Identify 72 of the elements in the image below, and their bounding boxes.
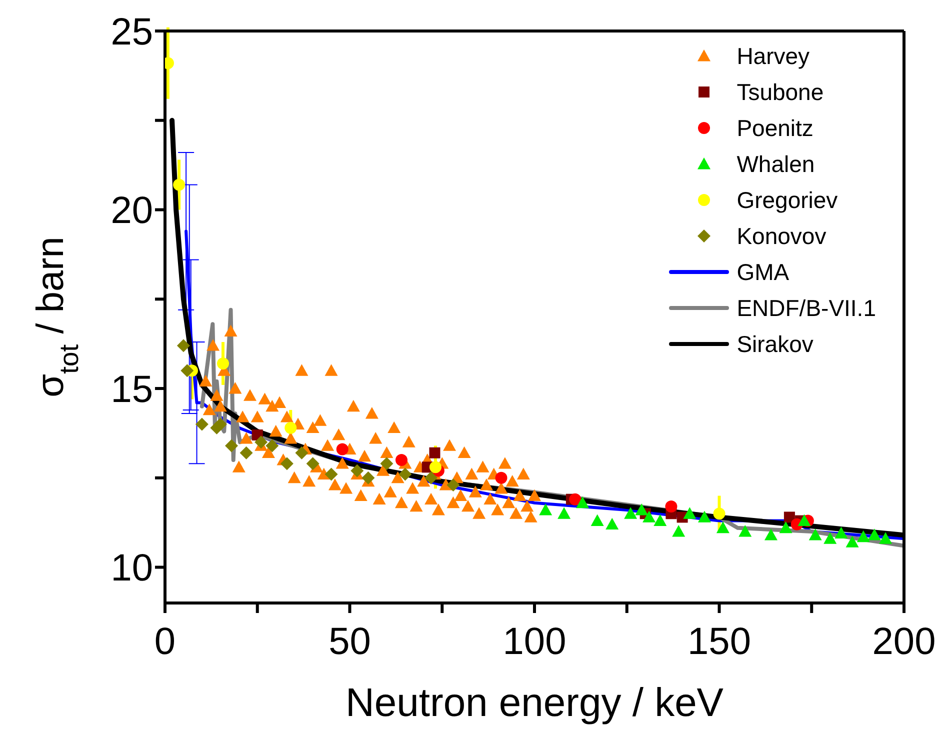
point	[834, 526, 848, 538]
x-tick-label: 50	[328, 620, 371, 663]
legend-label: ENDF/B-VII.1	[736, 294, 876, 323]
point	[779, 521, 792, 534]
point	[672, 525, 686, 537]
point	[306, 457, 320, 470]
point	[495, 472, 508, 484]
point	[176, 339, 190, 352]
point	[808, 528, 822, 540]
point	[576, 496, 590, 508]
x-axis-title: Neutron energy / keV	[346, 681, 724, 725]
point	[429, 461, 442, 474]
point	[764, 528, 778, 540]
point	[336, 443, 348, 456]
x-tick-label: 100	[502, 620, 566, 663]
point	[698, 510, 711, 522]
point	[856, 530, 870, 542]
point	[824, 532, 837, 544]
legend-label: Harvey	[736, 42, 810, 71]
point	[240, 446, 253, 460]
legend-label: Tsubone	[736, 78, 824, 107]
point	[280, 457, 294, 470]
point	[590, 514, 604, 526]
point	[350, 464, 364, 478]
legend-label: Poenitz	[736, 114, 814, 143]
point	[395, 454, 408, 466]
point	[683, 507, 696, 519]
legend-label: Gregoriev	[736, 186, 838, 215]
legend-label: GMA	[736, 258, 790, 287]
point	[642, 510, 656, 522]
x-tick-label: 200	[872, 620, 936, 663]
point	[254, 436, 268, 449]
x-tick-label: 150	[688, 620, 751, 663]
point	[738, 525, 752, 537]
point	[424, 471, 438, 484]
point	[173, 178, 186, 191]
y-tick-label: 10	[110, 548, 153, 590]
y-tick-label: 20	[110, 190, 153, 232]
point	[324, 468, 338, 481]
point	[214, 418, 227, 431]
legend-label: Konovov	[736, 222, 826, 251]
point	[879, 532, 892, 544]
point	[225, 439, 238, 452]
point	[654, 514, 667, 526]
point	[362, 471, 375, 484]
point	[665, 500, 678, 512]
point	[569, 493, 582, 506]
legend-label: Whalen	[736, 150, 815, 179]
point	[295, 446, 308, 460]
x-tick-label: 0	[154, 620, 176, 663]
point	[798, 514, 811, 526]
y-tick-label: 25	[110, 11, 153, 54]
point	[180, 364, 194, 378]
point	[624, 507, 638, 519]
point	[446, 478, 460, 492]
point	[195, 418, 208, 431]
point	[284, 422, 297, 434]
point	[868, 528, 881, 540]
point	[539, 504, 552, 516]
point	[266, 439, 279, 452]
point	[846, 536, 859, 548]
point	[635, 504, 648, 516]
point	[398, 468, 412, 481]
y-tick-label: 15	[110, 368, 153, 411]
point	[716, 521, 730, 534]
point	[217, 357, 230, 370]
point	[606, 518, 619, 530]
point	[713, 508, 726, 520]
point	[558, 507, 571, 519]
point	[380, 457, 394, 470]
legend-label: Sirakov	[736, 330, 814, 359]
point	[429, 447, 440, 458]
